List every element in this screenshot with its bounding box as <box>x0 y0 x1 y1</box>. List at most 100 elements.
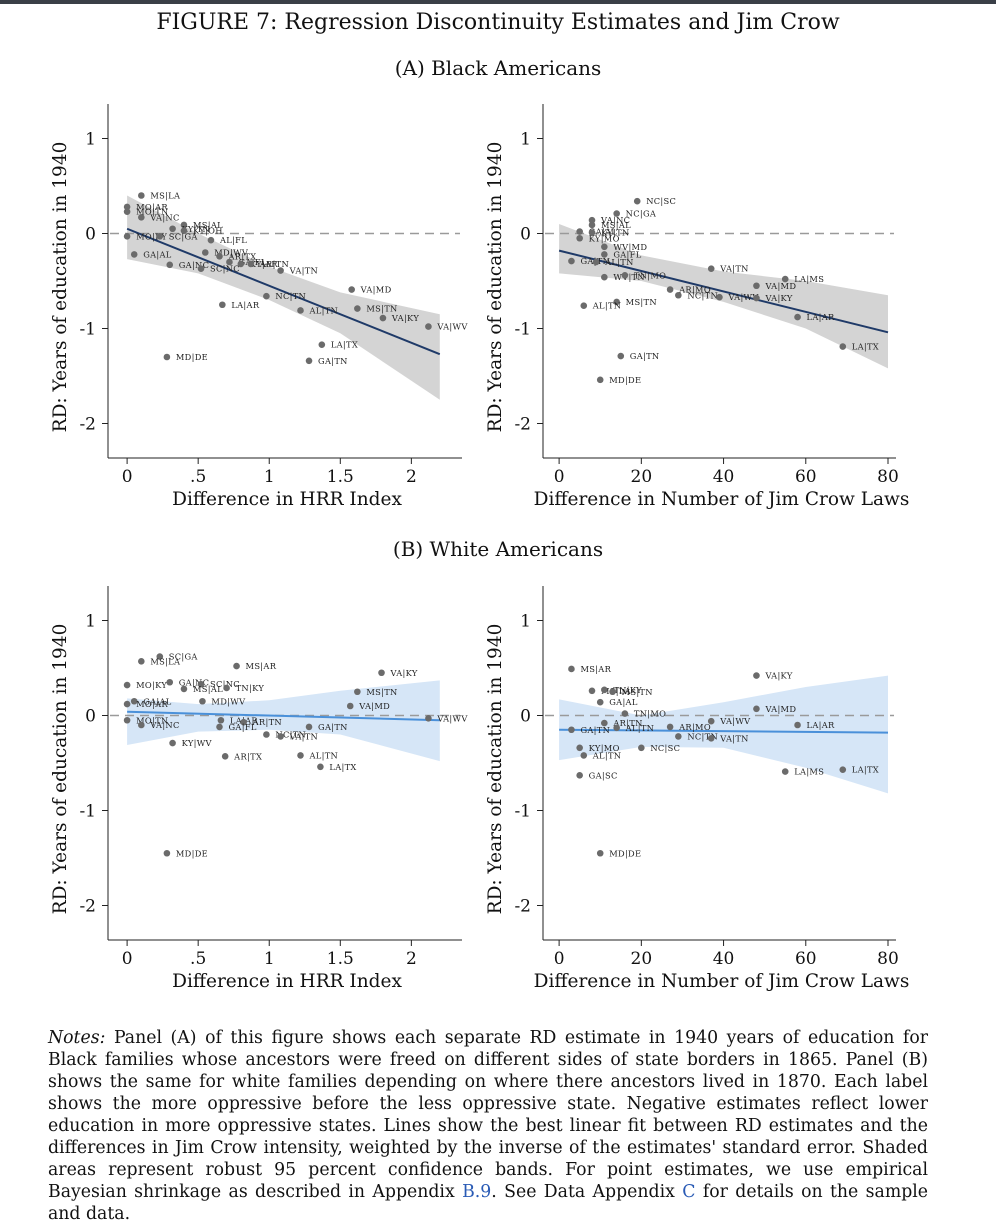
data-point <box>305 723 313 731</box>
point-label: MS|TN <box>366 304 397 315</box>
y-tick-label: 0 <box>520 225 531 245</box>
data-point <box>123 203 131 211</box>
point-label: MS|TN <box>366 687 397 698</box>
data-point <box>169 739 176 747</box>
data-point <box>839 343 847 350</box>
data-point <box>781 275 789 283</box>
point-label: WV|MD <box>613 242 647 253</box>
y-tick-label: 1 <box>520 612 531 632</box>
data-point <box>753 672 760 679</box>
point-label: MO|KY <box>136 680 167 691</box>
point-label: NC|GA <box>626 209 657 220</box>
data-point <box>354 688 361 696</box>
data-point <box>707 717 715 725</box>
x-tick-label: 0 <box>554 949 565 969</box>
top-border <box>0 0 996 4</box>
x-tick-label: 40 <box>713 949 735 969</box>
y-tick-label: 0 <box>520 707 531 727</box>
point-label: SC|NC <box>210 264 240 275</box>
point-label: VA|WV <box>727 292 759 303</box>
confidence-band <box>559 675 888 794</box>
appendix-c-link[interactable]: C <box>682 1182 696 1202</box>
point-label: AR|TN <box>252 717 282 728</box>
data-point <box>297 752 304 759</box>
point-label: MS|TN <box>626 297 657 308</box>
point-label: KY|MO <box>589 233 620 244</box>
data-point <box>588 221 596 229</box>
data-point <box>753 705 760 713</box>
data-point <box>753 294 760 302</box>
data-point <box>247 260 255 268</box>
data-point <box>588 216 596 224</box>
data-point <box>263 292 270 300</box>
data-point <box>379 314 387 322</box>
data-point <box>201 249 209 256</box>
y-tick-label: -1 <box>514 802 531 822</box>
point-label: AL|TN <box>309 305 339 316</box>
y-axis-label: RD: Years of education in 1940 <box>50 624 71 915</box>
data-point <box>240 718 247 726</box>
data-point <box>138 214 145 221</box>
x-axis-label: Difference in HRR Index <box>172 971 402 992</box>
point-label: GA|SC <box>589 770 618 781</box>
x-axis-label: Difference in Number of Jim Crow Laws <box>534 489 910 510</box>
data-point <box>576 234 583 242</box>
data-point <box>592 258 600 266</box>
y-tick-label: -2 <box>514 897 531 917</box>
panel-a-title: (A) Black Americans <box>394 56 602 80</box>
point-label: MS|AL <box>193 684 223 695</box>
point-label: LA|AR <box>231 300 259 311</box>
point-label: MS|AR <box>580 664 611 675</box>
point-label: MO|AR <box>136 202 168 213</box>
x-tick-label: 1 <box>264 467 275 487</box>
data-point <box>609 688 616 696</box>
point-label: GA|AL <box>609 697 638 708</box>
point-label: MS|LA <box>150 191 181 202</box>
y-tick-label: -1 <box>514 320 531 340</box>
y-axis-label: RD: Years of education in 1940 <box>50 142 71 433</box>
data-point <box>601 686 608 694</box>
data-point <box>169 225 176 233</box>
data-point <box>318 341 326 348</box>
data-point <box>794 313 801 321</box>
point-label: LA|TX <box>852 765 879 776</box>
point-label: SC|GA <box>169 231 199 242</box>
data-point <box>180 685 188 693</box>
point-label: NC|SC <box>646 196 676 207</box>
appendix-b9-link[interactable]: B.9 <box>462 1182 492 1202</box>
x-tick-label: 40 <box>713 467 735 487</box>
data-point <box>156 233 164 240</box>
data-point <box>580 752 588 759</box>
x-tick-label: 1 <box>264 949 275 969</box>
point-label: MD|DE <box>176 848 208 859</box>
y-tick-label: 0 <box>85 225 96 245</box>
data-point <box>576 744 583 752</box>
point-label: AL|FL <box>219 235 247 246</box>
confidence-band <box>127 680 440 762</box>
point-label: KY|OH <box>193 226 223 237</box>
point-label: MO|KY <box>136 231 167 242</box>
point-label: GA|NC <box>179 677 210 688</box>
point-label: KY|TN <box>182 224 211 235</box>
data-point <box>613 724 620 732</box>
data-point <box>130 697 138 705</box>
point-label: MS|AR <box>246 661 277 672</box>
point-label: GA|FL <box>228 722 256 733</box>
point-label: NC|SC <box>650 743 680 754</box>
x-tick-label: 2 <box>406 467 417 487</box>
point-label: MS|AL <box>193 220 223 231</box>
data-point <box>199 697 206 705</box>
point-label: VA|NC <box>600 215 630 226</box>
confidence-band <box>559 224 888 369</box>
data-point <box>138 658 145 665</box>
x-tick-label: 60 <box>795 467 817 487</box>
point-label: GA|AL <box>589 227 618 238</box>
data-point <box>123 700 131 708</box>
point-label: NC|TN <box>275 291 306 302</box>
data-point <box>317 763 324 771</box>
data-point <box>580 302 588 310</box>
